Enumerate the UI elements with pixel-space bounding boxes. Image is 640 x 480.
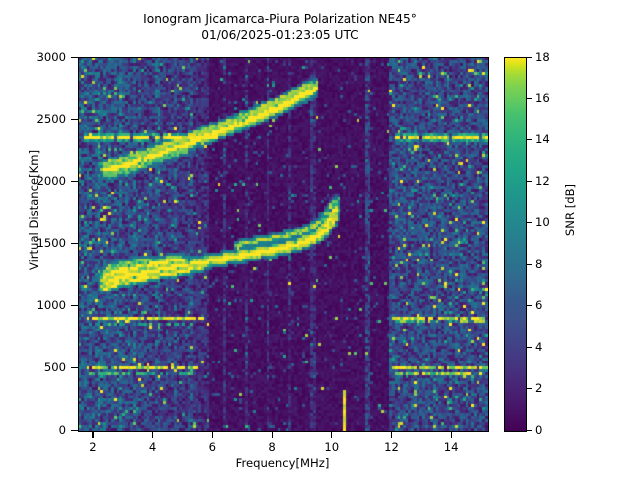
colorbar-tick xyxy=(526,97,532,100)
colorbar-tick-label: 16 xyxy=(535,90,550,105)
colorbar-label: SNR [dB] xyxy=(563,183,577,237)
x-axis-tick xyxy=(450,431,452,438)
x-axis-tick xyxy=(331,431,333,438)
colorbar-tick xyxy=(526,388,532,390)
colorbar-tick xyxy=(526,429,532,431)
colorbar-tick-label: 10 xyxy=(535,215,550,230)
colorbar-tick xyxy=(526,305,532,307)
y-axis-tick xyxy=(71,367,78,369)
colorbar-tick-label: 14 xyxy=(535,132,550,147)
colorbar-tick xyxy=(526,346,532,348)
x-axis-tick xyxy=(390,431,393,438)
x-axis-tick-label: 2 xyxy=(89,440,97,454)
y-axis-tick-label: 2000 xyxy=(36,173,66,188)
x-axis-tick-label: 6 xyxy=(208,440,217,454)
y-axis-tick-label: 500 xyxy=(43,360,66,375)
y-axis-tick-label: 2500 xyxy=(36,111,66,126)
colorbar-tick-label: 4 xyxy=(535,339,543,354)
x-axis-tick-label: 12 xyxy=(384,440,399,454)
colorbar-tick xyxy=(526,139,532,141)
y-axis-tick xyxy=(71,180,78,182)
y-axis-tick-label: 1000 xyxy=(36,298,66,313)
x-axis-tick-label: 8 xyxy=(268,440,276,454)
y-axis-label: Virtual Distance[Km] xyxy=(27,149,41,271)
y-axis-tick xyxy=(71,305,78,307)
chart-title: Ionogram Jicamarca-Piura Polarization NE… xyxy=(143,12,417,42)
x-axis-tick xyxy=(152,431,154,438)
ionogram-plot-area xyxy=(78,57,489,432)
y-axis-tick xyxy=(71,429,78,431)
colorbar-tick-label: 2 xyxy=(535,381,543,396)
y-axis-tick-label: 3000 xyxy=(36,49,66,64)
colorbar-tick xyxy=(526,180,532,182)
ionogram-heatmap-canvas xyxy=(79,58,488,431)
colorbar-tick-label: 18 xyxy=(535,49,550,64)
y-axis-tick xyxy=(71,118,78,120)
colorbar xyxy=(504,57,527,432)
x-axis-tick-label: 10 xyxy=(324,440,340,454)
x-axis-tick xyxy=(211,431,213,438)
y-axis-tick-label: 0 xyxy=(58,422,66,437)
x-axis-tick-label: 14 xyxy=(443,440,459,454)
colorbar-tick-label: 12 xyxy=(535,173,550,188)
x-axis-label: Frequency[MHz] xyxy=(235,456,330,470)
x-axis-tick-label: 4 xyxy=(148,440,157,454)
colorbar-tick xyxy=(526,263,532,265)
colorbar-tick-label: 0 xyxy=(535,422,543,437)
colorbar-tick-label: 8 xyxy=(535,256,543,271)
y-axis-tick xyxy=(71,56,78,58)
x-axis-tick xyxy=(271,431,273,438)
y-axis-tick-label: 1500 xyxy=(36,236,66,250)
colorbar-tick xyxy=(526,222,532,224)
x-axis-tick xyxy=(92,431,94,438)
colorbar-tick xyxy=(526,56,532,58)
y-axis-tick xyxy=(71,243,78,245)
colorbar-tick-label: 6 xyxy=(535,298,543,313)
